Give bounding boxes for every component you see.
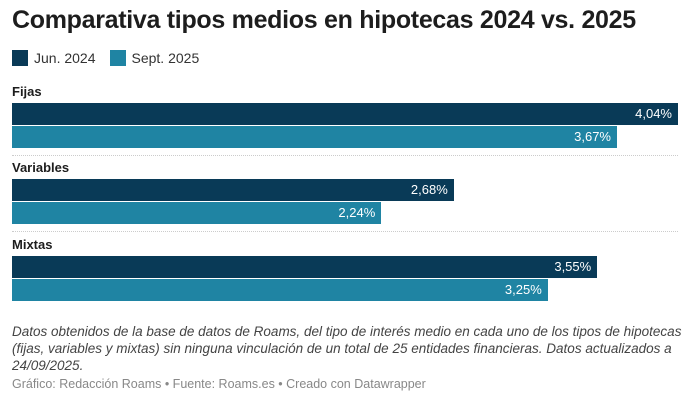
- legend-label: Sept. 2025: [131, 50, 200, 66]
- chart-note: Datos obtenidos de la base de datos de R…: [12, 324, 682, 373]
- data-label: 3,25%: [504, 282, 542, 297]
- bar: 2,68%: [12, 179, 454, 201]
- bar: 3,25%: [12, 279, 548, 301]
- bar-chart: Fijas 4,04% 3,67% Variables 2,68% 2,24% Mixtas…: [12, 84, 678, 301]
- bar: 2,24%: [12, 202, 382, 224]
- bar: 3,67%: [12, 126, 617, 148]
- legend-item-jun-2024: Jun. 2024: [12, 50, 96, 66]
- chart-credit: Gráfico: Redacción Roams • Fuente: Roams…: [12, 377, 426, 391]
- legend-item-sept-2025: Sept. 2025: [109, 50, 200, 66]
- separator: [12, 231, 678, 232]
- bar: 3,55%: [12, 256, 598, 278]
- legend-label: Jun. 2024: [34, 50, 96, 66]
- group-label: Fijas: [12, 84, 42, 99]
- legend-swatch-sept-2025: [109, 50, 126, 66]
- data-label: 2,24%: [338, 205, 376, 220]
- bar: 4,04%: [12, 103, 678, 125]
- data-label: 2,68%: [410, 182, 448, 197]
- group-label: Mixtas: [12, 237, 53, 252]
- data-label: 3,67%: [574, 129, 611, 144]
- group-label: Variables: [12, 160, 70, 175]
- legend: Jun. 2024 Sept. 2025: [12, 50, 199, 66]
- data-label: 3,55%: [554, 259, 592, 274]
- chart-title: Comparativa tipos medios en hipotecas 20…: [12, 6, 636, 34]
- separator: [12, 155, 678, 156]
- data-label: 4,04%: [635, 106, 672, 121]
- legend-swatch-jun-2024: [12, 50, 28, 66]
